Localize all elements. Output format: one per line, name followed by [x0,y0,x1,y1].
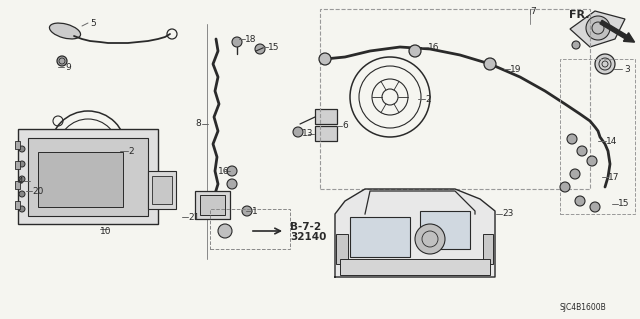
Bar [315,109,337,124]
Bar [315,126,337,141]
Text: 2: 2 [425,94,431,103]
Circle shape [577,146,587,156]
Bar [483,234,493,264]
Bar [200,195,225,215]
Circle shape [255,44,265,54]
Polygon shape [335,189,495,277]
Text: 10: 10 [100,226,111,235]
Circle shape [293,127,303,137]
Text: 17: 17 [608,173,620,182]
Circle shape [575,196,585,206]
Bar [28,138,148,216]
Circle shape [19,191,25,197]
Text: 15: 15 [268,42,280,51]
Circle shape [409,45,421,57]
Circle shape [57,56,67,66]
Circle shape [560,182,570,192]
Text: 2: 2 [128,146,134,155]
Text: 16: 16 [428,42,440,51]
Circle shape [590,202,600,212]
Bar [148,171,176,209]
Text: 7: 7 [530,6,536,16]
Circle shape [227,166,237,176]
Circle shape [19,146,25,152]
Text: FR.: FR. [570,10,590,20]
Text: 16: 16 [218,167,230,175]
Circle shape [19,206,25,212]
Bar [320,9,590,189]
Text: 6: 6 [342,122,348,130]
Text: 3: 3 [624,64,630,73]
Bar [38,152,123,207]
Text: 20: 20 [32,187,44,196]
Circle shape [415,224,445,254]
Circle shape [587,156,597,166]
Bar [195,191,230,219]
Bar [15,141,20,149]
Text: 15: 15 [618,199,630,209]
Circle shape [19,161,25,167]
Text: 4: 4 [18,176,24,186]
Text: 9: 9 [65,63,71,71]
Text: 5: 5 [90,19,96,27]
Bar [340,259,490,275]
Text: 14: 14 [606,137,618,145]
Circle shape [570,169,580,179]
Circle shape [319,53,331,65]
Circle shape [242,206,252,216]
Circle shape [572,41,580,49]
Text: SJC4B1600B: SJC4B1600B [560,302,607,311]
Text: 13: 13 [302,130,314,138]
Bar [560,59,635,214]
Circle shape [484,58,496,70]
Bar [15,201,20,209]
Circle shape [586,16,610,40]
Circle shape [232,37,242,47]
Circle shape [567,134,577,144]
Bar [152,176,172,204]
Bar [210,209,290,249]
Bar [336,234,348,264]
Text: 21: 21 [188,212,200,221]
Text: 32140: 32140 [290,232,326,242]
Bar [15,161,20,169]
Text: 23: 23 [502,210,513,219]
FancyArrow shape [600,20,635,42]
Circle shape [19,176,25,182]
Text: 18: 18 [245,34,257,43]
Text: B-7-2: B-7-2 [290,222,321,232]
Circle shape [595,54,615,74]
Bar [15,181,20,189]
Ellipse shape [49,23,81,39]
Bar [350,217,410,257]
Bar [18,129,158,224]
Bar [420,211,470,249]
Text: 1: 1 [252,206,258,216]
Text: 8: 8 [195,120,201,129]
Text: 19: 19 [510,64,522,73]
Circle shape [227,179,237,189]
Circle shape [218,224,232,238]
Polygon shape [570,11,625,47]
